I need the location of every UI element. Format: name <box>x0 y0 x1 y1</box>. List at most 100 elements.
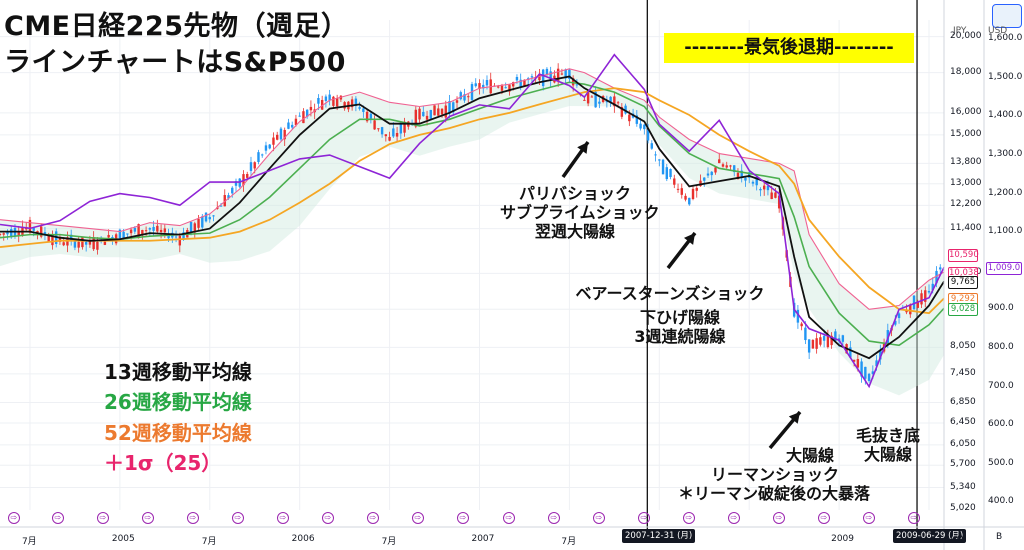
legend-bollinger: ＋1σ（25） <box>104 451 222 475</box>
candle-body <box>268 144 271 149</box>
event-marker-icon[interactable]: ⇨ <box>52 512 64 524</box>
candle-body <box>594 91 597 108</box>
candle-body <box>856 359 860 368</box>
candle-body <box>118 229 122 241</box>
event-marker-icon[interactable]: ⇨ <box>412 512 424 524</box>
candle-body <box>193 223 196 233</box>
candle-body <box>332 96 335 106</box>
x-tick: 7月 <box>561 537 577 547</box>
candle-body <box>433 105 436 116</box>
jpy-tick: 13,800 <box>950 157 982 168</box>
event-marker-icon[interactable]: ⇨ <box>322 512 334 524</box>
tradingview-logo[interactable] <box>992 4 1022 28</box>
candle-body <box>924 290 927 302</box>
candle-body <box>871 371 875 375</box>
usd-tick: 1,200.0 <box>988 187 1023 198</box>
candle-body <box>661 159 665 175</box>
candle-body <box>583 99 586 101</box>
jpy-tick: 6,450 <box>950 417 976 428</box>
candle-body <box>736 172 740 180</box>
event-marker-icon[interactable]: ⇨ <box>232 512 244 524</box>
candle-body <box>73 241 77 248</box>
candle-body <box>819 337 822 345</box>
candle-body <box>354 98 358 107</box>
candle-body <box>875 360 878 367</box>
candle-body <box>927 290 931 293</box>
candle-body <box>290 124 294 128</box>
event-marker-icon[interactable]: ⇨ <box>863 512 875 524</box>
candle-body <box>815 338 818 349</box>
candle-body <box>294 118 298 126</box>
candle-body <box>639 123 642 129</box>
candle-body <box>2 233 5 235</box>
annotation-bear-stearns: ベアースターンズショック <box>560 284 780 303</box>
event-marker-icon[interactable]: ⇨ <box>503 512 515 524</box>
candle-body <box>365 111 369 122</box>
candle-body <box>189 221 193 233</box>
recession-label: --------景気後退期-------- <box>664 33 914 63</box>
event-marker-icon[interactable]: ⇨ <box>457 512 469 524</box>
ma52-line <box>0 87 945 315</box>
event-marker-icon[interactable]: ⇨ <box>142 512 154 524</box>
annotation-line: 3週連続陽線 <box>634 327 726 346</box>
candle-body <box>242 174 245 186</box>
candle-body <box>148 228 152 230</box>
event-marker-icon[interactable]: ⇨ <box>638 512 650 524</box>
annotation-lehman-crash: ＊リーマン破綻後の大暴落 <box>664 484 884 503</box>
candle-body <box>545 68 549 76</box>
candle-body <box>437 108 440 116</box>
candle-body <box>156 225 159 232</box>
candle-body <box>665 167 668 180</box>
candle-body <box>178 235 182 246</box>
event-marker-icon[interactable]: ⇨ <box>908 512 920 524</box>
candle-body <box>425 115 429 120</box>
candle-body <box>77 241 80 248</box>
candle-body <box>459 92 462 100</box>
candle-body <box>58 236 62 242</box>
event-marker-icon[interactable]: ⇨ <box>683 512 695 524</box>
candle-body <box>231 187 234 194</box>
candle-body <box>343 102 346 109</box>
event-marker-icon[interactable]: ⇨ <box>818 512 830 524</box>
event-marker-icon[interactable]: ⇨ <box>97 512 109 524</box>
candle-body <box>497 86 500 88</box>
event-marker-icon[interactable]: ⇨ <box>593 512 605 524</box>
corner-label-right[interactable]: B <box>996 532 1003 542</box>
candle-body <box>849 347 852 358</box>
x-tick: 7月 <box>21 537 37 547</box>
candle-body <box>541 69 545 87</box>
candle-body <box>755 177 758 186</box>
candle-body <box>485 80 489 86</box>
candle-body <box>92 237 95 250</box>
recession-boundaries <box>646 0 918 542</box>
event-marker-icon[interactable]: ⇨ <box>8 512 20 524</box>
candle-body <box>253 162 256 169</box>
usd-tick: 500.0 <box>988 457 1014 468</box>
candle-body <box>197 219 200 228</box>
event-marker-icon[interactable]: ⇨ <box>728 512 740 524</box>
candle-body <box>680 188 683 195</box>
candle-body <box>586 92 590 104</box>
chart-title: CME日経225先物（週足） <box>4 11 349 42</box>
usd-tick: 900.0 <box>988 303 1014 314</box>
event-marker-icon[interactable]: ⇨ <box>548 512 560 524</box>
candle-body <box>800 323 803 327</box>
candle-body <box>377 128 380 130</box>
corner-label-left[interactable]: A <box>957 532 964 542</box>
candle-body <box>613 96 616 107</box>
candle-body <box>939 267 942 270</box>
event-marker-icon[interactable]: ⇨ <box>277 512 289 524</box>
candle-body <box>167 235 170 239</box>
candle-body <box>905 310 908 313</box>
event-marker-icon[interactable]: ⇨ <box>773 512 785 524</box>
candle-body <box>137 224 140 239</box>
event-marker-icon[interactable]: ⇨ <box>367 512 379 524</box>
annotation-arrowhead <box>684 233 695 245</box>
x-tick: 2007 <box>471 534 495 544</box>
annotation-line: サブプライムショック <box>500 203 660 222</box>
candle-body <box>182 232 185 240</box>
candle-body <box>852 359 856 362</box>
candle-body <box>264 145 268 151</box>
usd-tick: 400.0 <box>988 496 1014 507</box>
event-marker-icon[interactable]: ⇨ <box>187 512 199 524</box>
